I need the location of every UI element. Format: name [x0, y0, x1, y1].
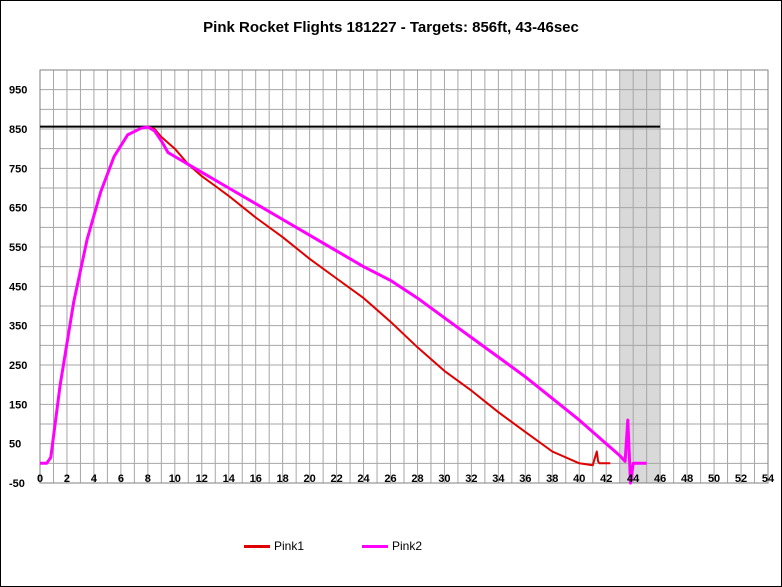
y-tick-label: 50	[9, 439, 21, 451]
x-tick-label: 52	[735, 473, 747, 485]
x-tick-label: 22	[330, 473, 342, 485]
y-tick-label: 250	[9, 360, 27, 372]
x-tick-label: 48	[681, 473, 693, 485]
x-tick-label: 26	[384, 473, 396, 485]
legend-label-pink1: Pink1	[274, 539, 305, 553]
series-layer	[40, 125, 647, 485]
y-tick-label: 850	[9, 124, 27, 136]
x-tick-label: 50	[708, 473, 720, 485]
x-tick-label: 24	[357, 473, 370, 485]
x-tick-label: 44	[627, 473, 640, 485]
target-time-band	[619, 70, 661, 483]
x-tick-label: 34	[492, 473, 505, 485]
x-tick-label: 38	[546, 473, 558, 485]
legend-label-pink2: Pink2	[392, 539, 423, 553]
legend-swatch-pink1	[244, 544, 270, 548]
x-tick-label: 46	[654, 473, 666, 485]
x-tick-label: 6	[118, 473, 124, 485]
x-tick-label: 0	[37, 473, 43, 485]
x-tick-label: 30	[438, 473, 450, 485]
y-tick-label: 950	[9, 85, 27, 97]
x-tick-label: 18	[277, 473, 289, 485]
x-tick-label: 40	[573, 473, 585, 485]
x-tick-label: 32	[465, 473, 477, 485]
legend-item-pink2: Pink2	[362, 536, 422, 556]
x-tick-label: 20	[304, 473, 316, 485]
x-tick-label: 8	[145, 473, 151, 485]
grid-layer	[39, 69, 769, 484]
x-tick-label: 16	[250, 473, 262, 485]
y-tick-label: -50	[9, 478, 25, 490]
x-tick-label: 36	[519, 473, 531, 485]
x-tick-label: 4	[91, 473, 98, 485]
y-tick-label: 350	[9, 321, 27, 333]
y-tick-label: 550	[9, 242, 27, 254]
legend-item-pink1: Pink1	[244, 536, 304, 556]
series-line-pink2	[40, 125, 647, 485]
x-tick-label: 42	[600, 473, 612, 485]
x-tick-label: 10	[169, 473, 181, 485]
legend: Pink1 Pink2	[0, 536, 782, 556]
plot-border	[39, 69, 769, 484]
target-band-layer	[619, 70, 661, 483]
x-tick-label: 14	[223, 473, 236, 485]
x-tick-label: 12	[196, 473, 208, 485]
y-tick-label: 750	[9, 163, 27, 175]
chart-title: Pink Rocket Flights 181227 - Targets: 85…	[203, 19, 579, 36]
y-tick-label: 650	[9, 203, 27, 215]
legend-swatch-pink2	[362, 544, 388, 548]
x-tick-label: 2	[64, 473, 70, 485]
x-tick-label: 54	[762, 473, 775, 485]
y-tick-label: 150	[9, 399, 27, 411]
x-tick-label: 28	[411, 473, 423, 485]
y-tick-label: 450	[9, 281, 27, 293]
